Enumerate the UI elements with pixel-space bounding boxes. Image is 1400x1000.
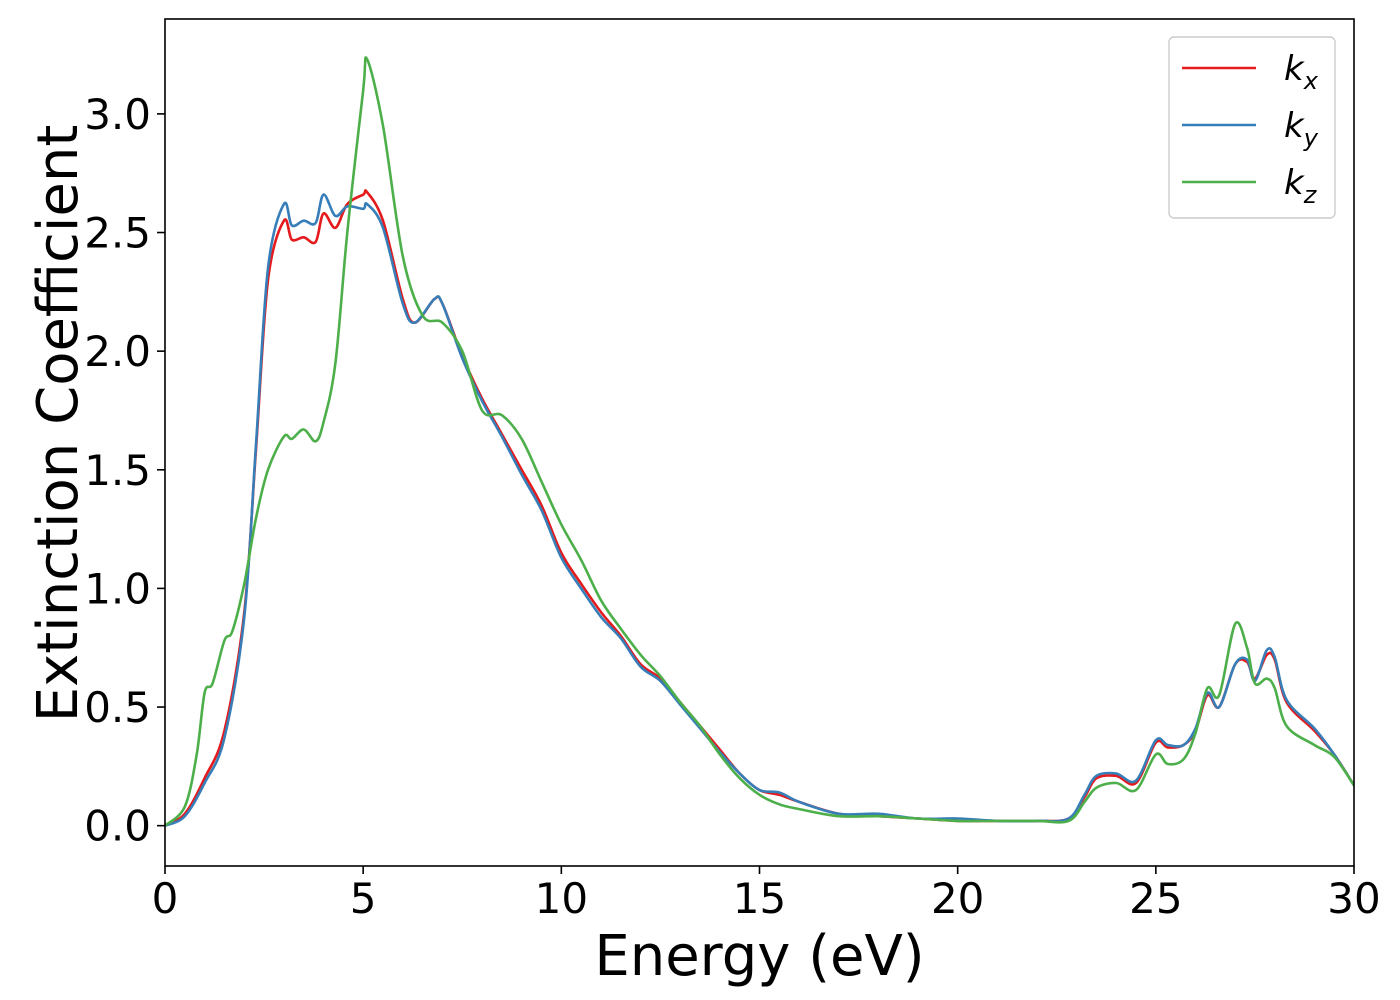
- legend-frame: [1168, 36, 1336, 219]
- x-tick-label: 20: [931, 874, 984, 923]
- x-tick-label: 10: [535, 874, 588, 923]
- y-tick-label: 3.0: [84, 90, 151, 139]
- y-tick-label: 2.5: [84, 209, 151, 258]
- y-tick-label: 1.5: [84, 446, 151, 495]
- x-tick-label: 30: [1327, 874, 1380, 923]
- y-axis-label: Extinction Coefficient: [26, 125, 91, 723]
- y-tick-label: 1.0: [84, 564, 151, 613]
- legend-label-x: kx: [1284, 49, 1319, 95]
- x-tick-label: 5: [350, 874, 377, 923]
- legend-label-y: ky: [1284, 106, 1319, 152]
- y-axis-ticks: 0.0 0.5 1.0 1.5 2.0 2.5 3.0: [84, 90, 165, 851]
- series-layer: [165, 56, 1354, 827]
- y-tick-label: 0.5: [84, 683, 151, 732]
- x-axis-label: Energy (eV): [594, 924, 924, 989]
- legend-label-z: kz: [1284, 163, 1318, 209]
- series-line-z: [165, 56, 1354, 827]
- x-axis-ticks: 0 5 10 15 20 25 30: [152, 866, 1381, 923]
- legend: kx ky kz: [1168, 36, 1336, 219]
- x-tick-label: 15: [733, 874, 786, 923]
- x-tick-label: 0: [152, 874, 179, 923]
- y-tick-label: 2.0: [84, 327, 151, 376]
- x-tick-label: 25: [1129, 874, 1182, 923]
- y-tick-label: 0.0: [84, 802, 151, 851]
